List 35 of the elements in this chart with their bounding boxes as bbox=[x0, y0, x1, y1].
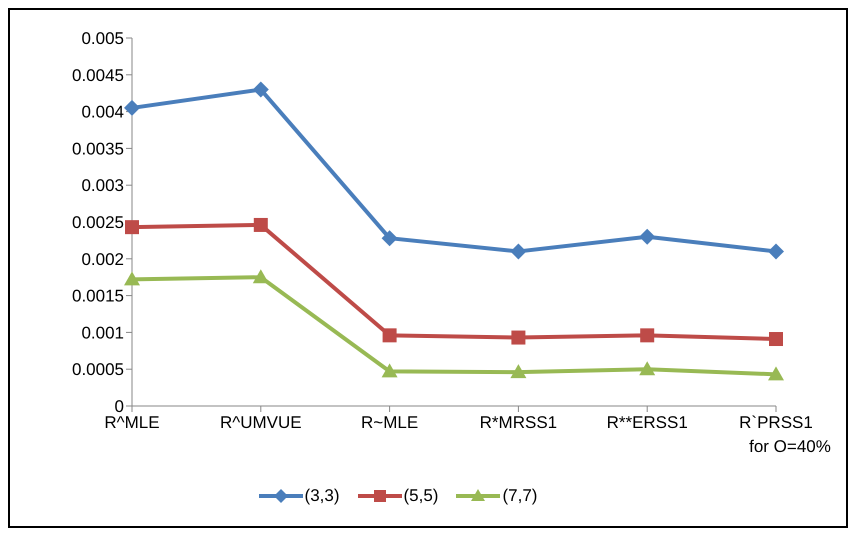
y-tick-label: 0.0005 bbox=[72, 360, 124, 380]
x-tick-label: R^UMVUE bbox=[220, 413, 302, 432]
legend-label: (3,3) bbox=[304, 486, 340, 506]
point bbox=[382, 230, 398, 246]
point bbox=[768, 366, 784, 380]
point bbox=[639, 228, 656, 245]
point bbox=[510, 243, 526, 260]
y-tick-label: 0.0035 bbox=[72, 139, 124, 158]
y-tick-label: 0.003 bbox=[81, 176, 124, 196]
y-tick-label: 0.004 bbox=[81, 102, 124, 122]
y-tick-label: 0.0015 bbox=[72, 286, 124, 306]
y-tick-label: 0.001 bbox=[81, 323, 124, 342]
legend-label: (7,7) bbox=[502, 486, 538, 506]
y-tick-label: 0.002 bbox=[81, 250, 124, 269]
point bbox=[640, 328, 654, 342]
x-tick-label: R*MRSS1 bbox=[480, 413, 558, 432]
point bbox=[768, 243, 784, 260]
point bbox=[254, 218, 268, 232]
point bbox=[382, 328, 397, 342]
x-tick-label: R`PRSS1 for O=40% bbox=[739, 413, 831, 456]
y-tick-label: 0.005 bbox=[81, 29, 124, 48]
y-tick-label: 0.0045 bbox=[72, 66, 124, 85]
point bbox=[124, 271, 140, 286]
point bbox=[510, 364, 526, 378]
point bbox=[124, 100, 140, 116]
y-tick-label: 0.0025 bbox=[72, 213, 124, 232]
point bbox=[769, 332, 783, 346]
point bbox=[252, 82, 269, 98]
x-tick-label: R~MLE bbox=[361, 413, 418, 432]
point bbox=[511, 330, 526, 345]
point bbox=[639, 361, 656, 376]
point bbox=[382, 363, 398, 378]
point bbox=[125, 220, 139, 234]
legend-label: (5,5) bbox=[404, 486, 438, 506]
x-tick-label: R**ERSS1 bbox=[606, 413, 688, 432]
